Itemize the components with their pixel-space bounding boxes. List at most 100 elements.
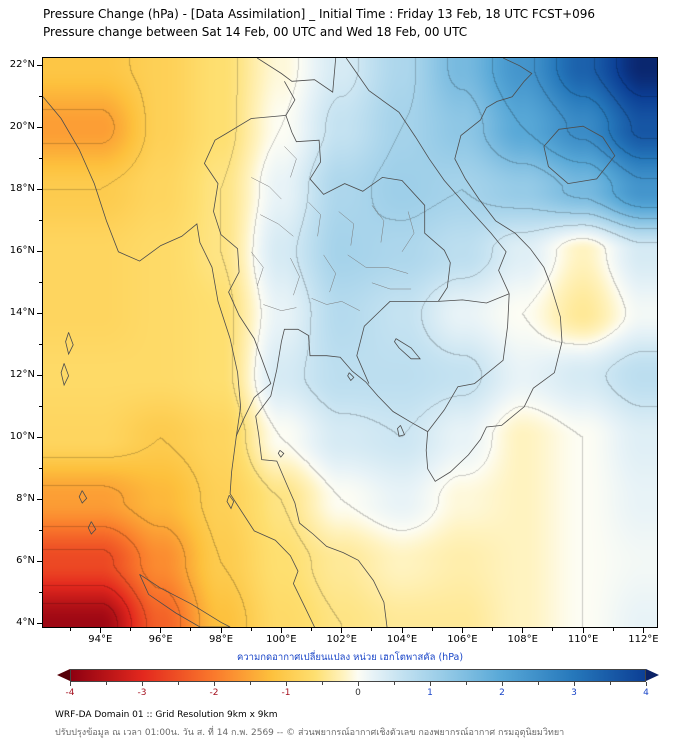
pressure-field-canvas: [43, 58, 657, 627]
province-boundary-line: [308, 202, 321, 237]
x-axis-minor-tick: [612, 628, 614, 631]
colorbar-minor-tick: [609, 682, 611, 685]
province-boundary-line: [371, 282, 412, 290]
country-border-line: [427, 293, 510, 432]
country-border-line: [65, 332, 74, 356]
country-border-line: [277, 449, 285, 458]
province-boundary-line: [263, 304, 297, 311]
x-axis-tick-mark: [582, 628, 584, 633]
colorbar-tick-label: -3: [137, 688, 147, 698]
x-axis-tick-label: 94°E: [88, 634, 113, 645]
province-boundary-line: [251, 177, 282, 200]
country-border-line: [226, 494, 235, 510]
country-border-line: [543, 125, 616, 185]
colorbar-minor-tick: [249, 682, 251, 685]
country-border-line: [43, 96, 315, 627]
colorbar-tick-label: 4: [643, 688, 649, 698]
colorbar-tick-mark: [573, 682, 575, 686]
geo-borders-overlay: [43, 58, 616, 627]
colorbar-tick-label: 0: [355, 688, 361, 698]
x-axis-minor-tick: [190, 628, 192, 631]
country-border-line: [203, 115, 286, 437]
colorbar-tick-mark: [141, 682, 143, 686]
colorbar-tick-mark: [429, 682, 431, 686]
x-axis-tick-mark: [160, 628, 162, 633]
x-axis-tick-label: 104°E: [386, 634, 418, 645]
country-border-line: [438, 293, 510, 304]
x-axis-tick-label: 96°E: [148, 634, 173, 645]
x-axis-tick-mark: [99, 628, 101, 633]
colorbar-tick-label: -1: [281, 688, 291, 698]
x-axis-tick-label: 102°E: [326, 634, 357, 645]
province-boundary-line: [251, 251, 264, 286]
x-axis-tick-mark: [401, 628, 403, 633]
province-boundary-line: [338, 211, 355, 246]
colorbar-tick-label: -4: [65, 688, 75, 698]
x-axis-minor-tick: [552, 628, 554, 631]
figure-title-line1: Pressure Change (hPa) - [Data Assimilati…: [43, 7, 596, 21]
colorbar-tick-label: 1: [427, 688, 433, 698]
country-border-line: [255, 58, 563, 627]
y-axis-tick-label: 12°N: [9, 369, 35, 381]
footer-domain-info: WRF-DA Domain 01 :: Grid Resolution 9km …: [55, 710, 278, 720]
colorbar-tick-mark: [357, 682, 359, 686]
y-axis-tick-label: 18°N: [9, 183, 35, 195]
country-border-line: [284, 81, 296, 116]
x-axis-minor-tick: [311, 628, 313, 631]
x-axis-minor-tick: [371, 628, 373, 631]
colorbar-tick-label: -2: [209, 688, 219, 698]
country-border-line: [78, 490, 88, 504]
x-axis-tick-label: 100°E: [266, 634, 297, 645]
y-axis-tick-label: 14°N: [9, 307, 35, 319]
y-axis-tick-label: 22°N: [9, 59, 35, 71]
colorbar-minor-tick: [537, 682, 539, 685]
y-axis-tick-label: 20°N: [9, 121, 35, 133]
country-border-line: [285, 115, 451, 302]
colorbar-left-arrow: [57, 669, 70, 681]
province-boundary-line: [347, 254, 409, 274]
x-axis-tick-mark: [220, 628, 222, 633]
x-axis-minor-tick: [129, 628, 131, 631]
x-axis-tick-mark: [280, 628, 282, 633]
colorbar-minor-tick: [177, 682, 179, 685]
country-border-line: [394, 338, 421, 360]
colorbar-tick-mark: [213, 682, 215, 686]
colorbar-tick-mark: [501, 682, 503, 686]
province-boundary-line: [290, 257, 300, 296]
country-border-line: [356, 301, 439, 384]
x-axis-tick-label: 106°E: [447, 634, 478, 645]
colorbar-tick-mark: [69, 682, 71, 686]
colorbar-tick-mark: [285, 682, 287, 686]
y-axis-tick-label: 8°N: [16, 493, 35, 505]
country-border-line: [139, 573, 231, 627]
colorbar-minor-tick: [393, 682, 395, 685]
figure-title-line2: Pressure change between Sat 14 Feb, 00 U…: [43, 25, 468, 39]
province-boundary-line: [311, 298, 360, 311]
country-border-line: [397, 425, 406, 437]
colorbar-tick-label: 2: [499, 688, 505, 698]
x-axis-tick-mark: [461, 628, 463, 633]
province-boundary-line: [260, 214, 294, 237]
x-axis-minor-tick: [492, 628, 494, 631]
y-axis-tick-label: 16°N: [9, 245, 35, 257]
country-border-line: [256, 58, 337, 93]
country-border-line: [60, 363, 70, 387]
x-axis-minor-tick: [431, 628, 433, 631]
province-boundary-line: [401, 211, 415, 252]
colorbar-tick-mark: [645, 682, 647, 686]
y-axis-tick-label: 4°N: [16, 617, 35, 629]
colorbar-tick-label: 3: [571, 688, 577, 698]
x-axis-tick-label: 110°E: [567, 634, 599, 645]
colorbar-minor-tick: [321, 682, 323, 685]
province-boundary-line: [284, 146, 297, 178]
country-border-line: [347, 372, 355, 382]
x-axis-tick-mark: [642, 628, 644, 633]
province-boundary-line: [323, 254, 336, 293]
colorbar-gradient-bar: [70, 669, 646, 682]
x-axis-tick-mark: [522, 628, 524, 633]
map-plot-area: [42, 57, 658, 628]
colorbar-label: ความกดอากาศเปลี่ยนแปลง หน่วย เฮกโตพาสคัล…: [236, 652, 464, 663]
y-axis-tick-label: 10°N: [9, 431, 35, 443]
y-axis-tick-label: 6°N: [16, 555, 35, 567]
